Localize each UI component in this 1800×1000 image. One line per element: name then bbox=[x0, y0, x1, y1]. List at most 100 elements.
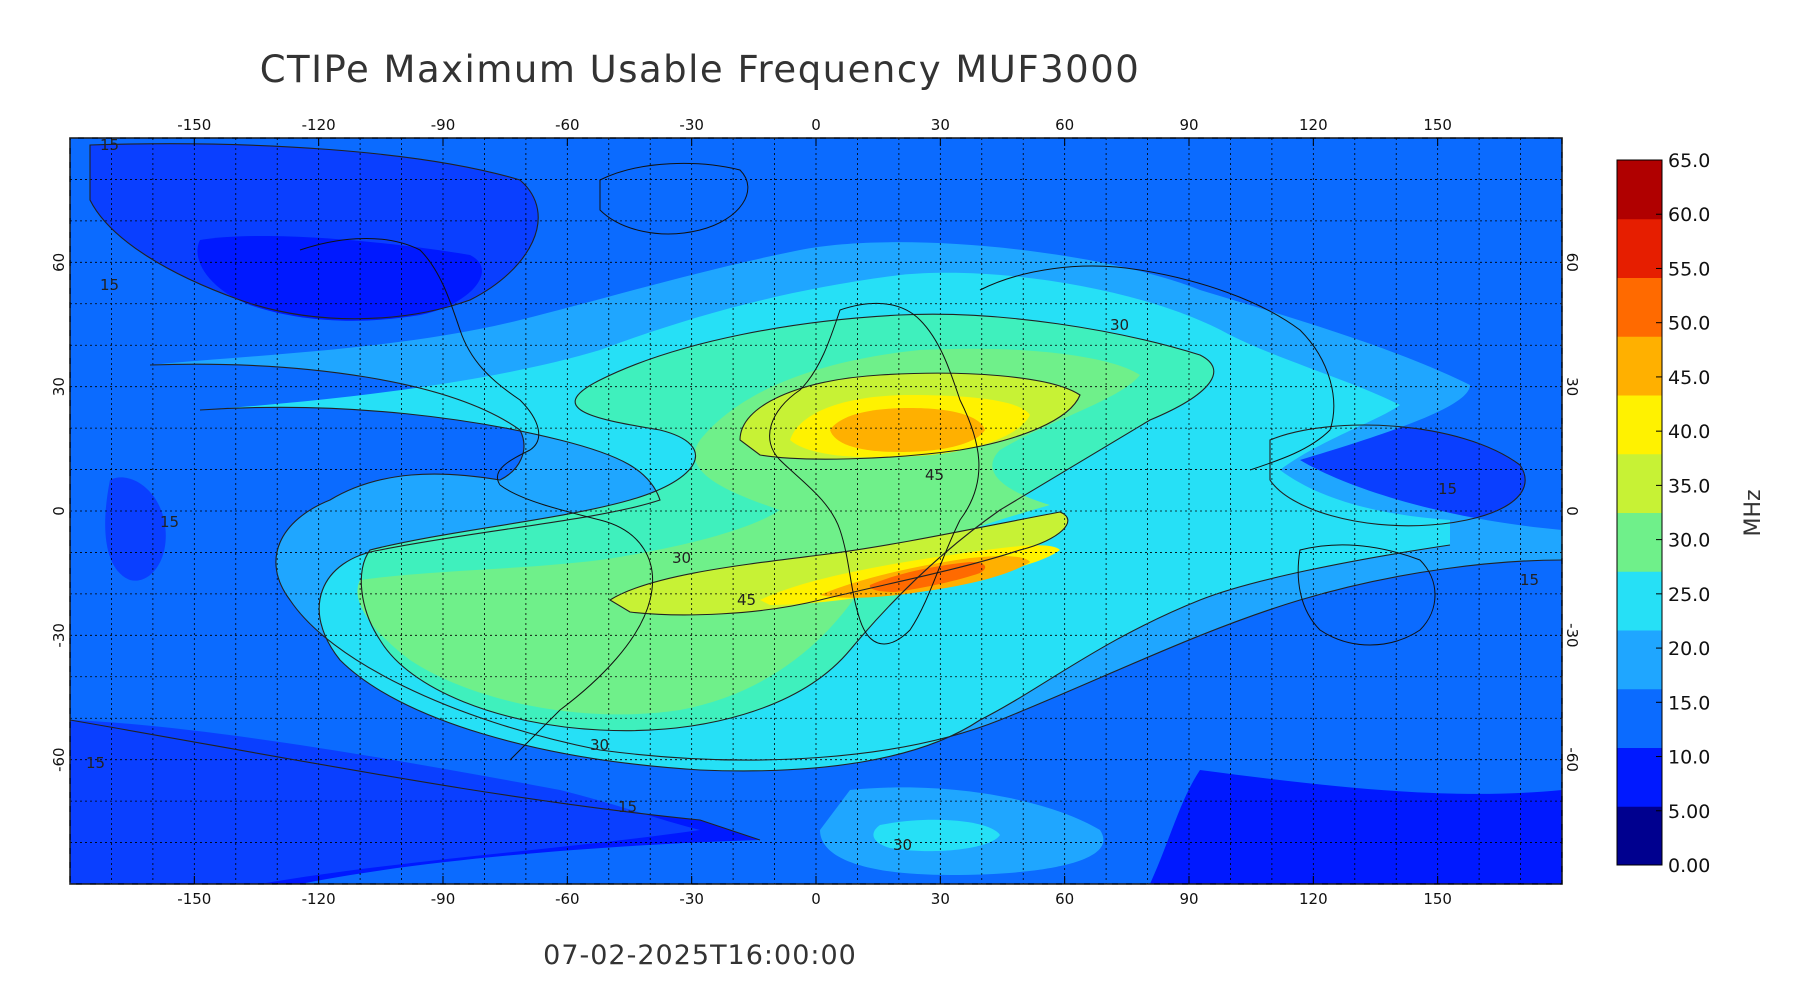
lon-tick-label-top: 120 bbox=[1299, 116, 1328, 134]
band-10-15-south-pacific bbox=[70, 720, 700, 884]
band-25-30-south-atlantic-island bbox=[873, 819, 1000, 852]
contour-label: 30 bbox=[893, 836, 912, 854]
colorbar-tick-label: 65.0 bbox=[1668, 150, 1710, 172]
colorbar-swatch bbox=[1617, 453, 1662, 513]
colorbar-swatch bbox=[1617, 512, 1662, 572]
axis-ticks: -150 -150 -120 -120 -90 -90 -60 -60 -30 -30 0 0 30 30… bbox=[50, 116, 1581, 908]
colorbar-swatch bbox=[1617, 747, 1662, 807]
colorbar-tick-label: 50.0 bbox=[1668, 313, 1710, 335]
map-frame bbox=[69, 137, 1563, 885]
contour-lines bbox=[70, 143, 1562, 841]
lat-tick-label-right: 60 bbox=[1563, 253, 1581, 272]
map-frame-inner bbox=[69, 137, 1563, 885]
colorbar-tick-label: 45.0 bbox=[1668, 367, 1710, 389]
contour-labels: 15 15 30 45 30 45 30 15 15 15 15 30 15 bbox=[86, 136, 1539, 854]
contour-label: 15 bbox=[1520, 571, 1539, 589]
contour-label: 15 bbox=[100, 136, 119, 154]
colorbar-swatch bbox=[1617, 336, 1662, 396]
graticule bbox=[70, 138, 1562, 884]
contour-label: 15 bbox=[86, 754, 105, 772]
band-45-50-south bbox=[760, 545, 1060, 605]
colorbar-swatch bbox=[1617, 277, 1662, 337]
colorbar-swatch bbox=[1617, 630, 1662, 690]
band-50-55-north bbox=[830, 408, 985, 452]
contour-label: 30 bbox=[672, 549, 691, 567]
colorbar-swatch bbox=[1617, 218, 1662, 278]
lon-tick-label-top: 60 bbox=[1055, 116, 1074, 134]
contour-fill-layer: 15 15 30 45 30 45 30 15 15 15 15 30 15 bbox=[70, 136, 1562, 884]
band-20-25-south-atlantic bbox=[820, 787, 1104, 875]
colorbar-tick-label: 60.0 bbox=[1668, 204, 1710, 226]
lon-tick-label-top: -150 bbox=[177, 116, 211, 134]
colorbar: 65.0 60.0 55.0 50.0 45.0 40.0 35.0 30.0 25.0 20.0… bbox=[1616, 150, 1766, 877]
lat-tick-label-right: -30 bbox=[1563, 623, 1581, 648]
band-5-10-north-america bbox=[197, 235, 482, 321]
lon-tick-label-top: -90 bbox=[431, 116, 456, 134]
lat-tick-label-right: -60 bbox=[1563, 747, 1581, 772]
lon-tick-label-bottom: -120 bbox=[302, 890, 336, 908]
contour-label: 30 bbox=[1110, 316, 1129, 334]
colorbar-tick-label: 15.0 bbox=[1668, 692, 1710, 714]
band-10-15-north-america bbox=[90, 143, 539, 319]
lon-tick-label-bottom: 150 bbox=[1423, 890, 1452, 908]
contour-label: 15 bbox=[100, 276, 119, 294]
lon-tick-label-bottom: -30 bbox=[679, 890, 704, 908]
contour-label: 45 bbox=[737, 591, 756, 609]
colorbar-tick-label: 30.0 bbox=[1668, 530, 1710, 552]
band-20-25 bbox=[150, 242, 1562, 760]
lon-tick-label-bottom: 60 bbox=[1055, 890, 1074, 908]
lon-tick-label-top: 90 bbox=[1179, 116, 1198, 134]
contour-label: 15 bbox=[618, 798, 637, 816]
colorbar-swatch bbox=[1617, 571, 1662, 631]
colorbar-ticks: 65.0 60.0 55.0 50.0 45.0 40.0 35.0 30.0 25.0 20.0… bbox=[1656, 150, 1710, 877]
band-15-20 bbox=[70, 138, 1562, 884]
band-55-60-south bbox=[869, 562, 986, 592]
lon-tick-label-top: -120 bbox=[302, 116, 336, 134]
colorbar-swatch bbox=[1617, 688, 1662, 748]
lat-tick-label-right: 30 bbox=[1563, 377, 1581, 396]
band-50-55-south bbox=[820, 556, 1030, 598]
band-45-50-north bbox=[790, 395, 1030, 458]
lon-tick-label-top: -30 bbox=[679, 116, 704, 134]
coastlines bbox=[299, 162, 1436, 761]
lat-tick-label-left: 30 bbox=[50, 377, 68, 396]
colorbar-tick-label: 10.0 bbox=[1668, 747, 1710, 769]
lat-tick-label-left: -30 bbox=[50, 623, 68, 648]
lon-tick-label-bottom: 0 bbox=[811, 890, 821, 908]
colorbar-tick-label: 55.0 bbox=[1668, 258, 1710, 280]
band-5-10-south bbox=[70, 720, 760, 884]
lon-tick-label-bottom: 90 bbox=[1179, 890, 1198, 908]
band-40-45-south bbox=[610, 512, 1068, 615]
colorbar-swatch bbox=[1617, 395, 1662, 455]
band-30-35 bbox=[361, 314, 1214, 731]
colorbar-tick-label: 40.0 bbox=[1668, 421, 1710, 443]
chart-title: CTIPe Maximum Usable Frequency MUF3000 bbox=[259, 48, 1141, 91]
colorbar-tick-label: 35.0 bbox=[1668, 475, 1710, 497]
colorbar-tick-label: 20.0 bbox=[1668, 638, 1710, 660]
lon-tick-label-top: 150 bbox=[1423, 116, 1452, 134]
lon-tick-label-bottom: -90 bbox=[431, 890, 456, 908]
contour-label: 30 bbox=[590, 736, 609, 754]
band-35-40 bbox=[357, 348, 1140, 715]
lat-tick-label-left: 60 bbox=[50, 253, 68, 272]
band-40-45-north bbox=[740, 373, 1080, 460]
lon-tick-label-bottom: -150 bbox=[177, 890, 211, 908]
colorbar-swatch bbox=[1617, 160, 1662, 220]
band-25-30 bbox=[200, 272, 1450, 771]
lon-tick-label-bottom: 30 bbox=[931, 890, 950, 908]
lon-tick-label-bottom: 120 bbox=[1299, 890, 1328, 908]
contour-label: 45 bbox=[925, 466, 944, 484]
colorbar-tick-label: 5.00 bbox=[1668, 801, 1710, 823]
contour-label: 15 bbox=[160, 513, 179, 531]
colorbar-frame bbox=[1616, 159, 1663, 866]
colorbar-swatch bbox=[1617, 806, 1662, 866]
lat-tick-label-left: -60 bbox=[50, 747, 68, 772]
timestamp-label: 07-02-2025T16:00:00 bbox=[543, 940, 857, 971]
contour-label: 15 bbox=[1438, 480, 1457, 498]
lat-tick-label-right: 0 bbox=[1563, 506, 1581, 516]
band-10-15-west-pacific bbox=[1270, 425, 1526, 526]
lon-tick-label-top: -60 bbox=[555, 116, 580, 134]
band-10-15-pacific-equator bbox=[105, 477, 166, 581]
colorbar-tick-label: 25.0 bbox=[1668, 584, 1710, 606]
